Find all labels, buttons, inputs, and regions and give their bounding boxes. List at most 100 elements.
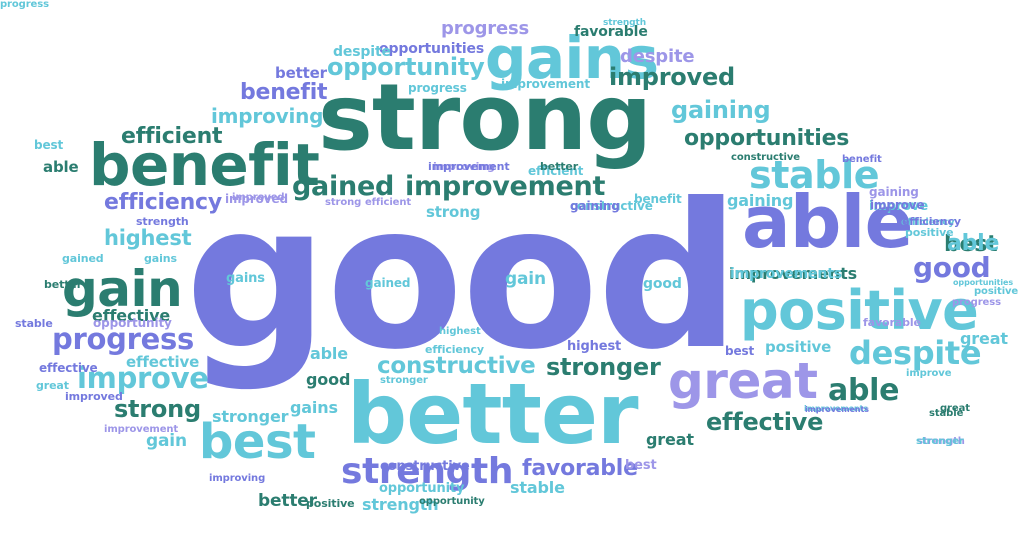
cloud-word: improvement [405,171,606,202]
cloud-word: favorable [863,316,921,329]
cloud-word: efficient [365,197,412,208]
cloud-word: highest [439,326,481,337]
cloud-word: strength [136,215,189,228]
cloud-word: stable [749,153,880,197]
cloud-word: gain [505,269,546,289]
cloud-word: great [960,329,1008,348]
cloud-word: stronger [212,407,289,426]
cloud-word: stronger [380,375,428,386]
cloud-word: great [940,403,970,414]
cloud-word: improved [225,192,288,206]
cloud-word: opportunity [327,53,485,81]
cloud-word: benefit [634,192,682,206]
cloud-word: able [947,231,1000,256]
cloud-word: constructive [731,152,800,163]
cloud-word: improved [609,63,735,91]
cloud-word: improvements [804,404,868,413]
cloud-word: gained [365,276,411,290]
cloud-word: despite [620,46,695,67]
cloud-word: better [275,64,327,82]
cloud-word: effective [92,306,171,325]
cloud-word: progress [441,18,530,39]
cloud-word: positive [905,226,954,239]
cloud-word: opportunities [684,126,850,151]
cloud-word: improving [433,160,495,173]
cloud-word: strong [426,203,481,221]
cloud-word: gains [226,271,265,286]
cloud-word: opportunity [93,316,172,330]
cloud-word: improvements [729,264,857,283]
cloud-word: improved [232,192,285,203]
cloud-word: stronger [916,436,964,447]
cloud-word: progress [0,0,49,10]
cloud-word: strength [362,495,439,514]
cloud-word: gains [290,398,338,417]
cloud-word: better [258,491,317,511]
cloud-word: favorable [522,456,638,481]
cloud-word: positive [765,338,832,356]
cloud-word: better [540,160,579,173]
cloud-word: gaining [570,199,620,213]
cloud-word: improvement [501,77,590,91]
cloud-word: improvements [730,266,842,282]
cloud-word: highest [567,339,622,354]
cloud-word: effective [126,353,200,371]
cloud-word: strong [325,197,362,208]
cloud-word: favorable [574,24,648,40]
cloud-word: efficiency [425,343,484,356]
cloud-word: highest [104,226,192,250]
cloud-word: able [742,180,913,264]
cloud-word: efficient [528,164,584,178]
cloud-word: positive [974,286,1019,297]
cloud-word: gains [144,252,177,265]
cloud-word: improvements [805,405,869,414]
cloud-word: stable [929,408,964,419]
cloud-word: improving [209,473,266,484]
cloud-word: constructive [570,199,653,213]
cloud-word: progress [52,322,194,356]
cloud-word: strength [341,451,514,492]
cloud-word: strength [603,18,647,28]
cloud-word: able [310,344,348,363]
cloud-word: best [199,414,316,470]
cloud-word: effective [39,361,98,375]
cloud-word: good [913,251,991,284]
cloud-word: stable [15,317,53,330]
cloud-word: strength [917,436,965,447]
cloud-word: despite [333,44,391,60]
cloud-word: great [668,352,818,410]
cloud-word: improving [211,104,324,128]
cloud-word: able [828,373,900,408]
cloud-word: positive [740,279,979,342]
cloud-word: positive [306,497,355,510]
cloud-word: opportunity [379,481,465,496]
cloud-word: improved [65,390,123,403]
cloud-word: best [725,344,755,358]
cloud-word: gain [146,431,187,451]
cloud-word: improvement [104,424,179,435]
cloud-word: constructive [380,459,470,474]
cloud-word: gained [292,171,395,202]
cloud-word: opportunities [379,41,485,57]
cloud-word: improve [906,368,952,379]
cloud-word: gaining [869,185,919,199]
cloud-word: efficiency [104,190,222,215]
cloud-word: strong [318,64,652,171]
cloud-word: great [36,379,69,392]
cloud-word: great [646,430,694,449]
cloud-word: benefit [89,131,320,199]
cloud-word: strong [114,395,201,423]
cloud-word: able [43,158,79,176]
cloud-word: opportunity [419,496,485,507]
cloud-word: efficiency [901,217,955,228]
cloud-word: opportunities [953,278,1014,287]
cloud-word: stable [510,478,565,497]
cloud-word: better [44,278,83,291]
cloud-word: best [625,458,657,473]
cloud-word: gains [485,24,659,92]
cloud-word: effective [706,408,824,436]
cloud-word: better [347,365,639,463]
cloud-word: improve [869,199,929,214]
cloud-word: good [185,161,740,394]
